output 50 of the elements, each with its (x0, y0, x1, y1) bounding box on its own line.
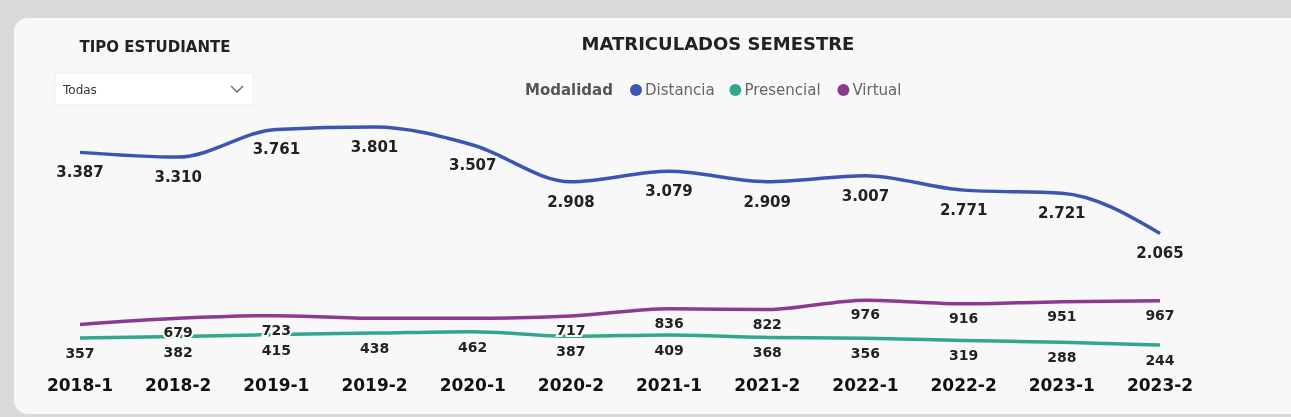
data-label: 3.007 (841, 186, 890, 205)
data-label: 916 (949, 309, 979, 326)
x-tick-label: 2018-2 (145, 375, 212, 395)
x-tick-label: 2022-2 (930, 375, 997, 395)
data-label: 951 (1047, 307, 1077, 324)
data-label: 368 (752, 344, 782, 361)
text: TIPO ESTUDIANTE (79, 38, 231, 56)
data-label: 836 (654, 314, 684, 331)
x-tick-label: 2022-1 (832, 375, 899, 395)
data-label: 438 (359, 340, 390, 357)
data-label: 822 (752, 315, 782, 332)
data-label: 3.507 (449, 156, 497, 175)
data-label: 415 (261, 341, 291, 358)
data-label: 319 (949, 347, 979, 364)
data-label: 2.771 (939, 201, 988, 220)
legend-label: Presencial (744, 80, 821, 99)
x-tick-label: 2018-1 (46, 375, 114, 395)
data-label: 717 (556, 322, 586, 339)
data-label: 2.721 (1038, 204, 1086, 223)
data-label: 3.310 (154, 168, 202, 187)
data-label: 3.801 (350, 138, 399, 156)
data-label: 2.909 (743, 192, 791, 211)
data-label: 3.387 (56, 163, 104, 182)
data-label: 3.079 (645, 182, 693, 201)
x-tick-label: 2019-1 (243, 375, 310, 395)
x-tick-label: 2021-1 (635, 375, 703, 395)
legend-label: Virtual (852, 80, 902, 99)
x-tick-label: 2021-2 (734, 375, 801, 395)
x-tick-label: 2023-1 (1028, 375, 1095, 395)
data-label: 356 (850, 345, 881, 362)
data-label: 2.908 (547, 192, 595, 211)
legend-label: Distancia (645, 80, 715, 99)
chart-title: MATRICULADOS SEMESTRE (581, 33, 855, 54)
data-label: 387 (556, 343, 586, 360)
text: Todas (62, 83, 97, 97)
data-label: 2.065 (1136, 244, 1184, 263)
legend-title: Modalidad (525, 80, 613, 99)
data-label: 357 (65, 345, 95, 362)
data-label: 244 (1145, 352, 1175, 368)
data-label: 967 (1145, 306, 1175, 323)
x-tick-label: 2020-1 (439, 375, 506, 395)
data-label: 382 (163, 343, 193, 360)
data-label: 462 (458, 338, 488, 355)
data-label: 976 (850, 306, 881, 323)
x-tick-label: 2019-2 (341, 375, 408, 395)
data-label: 288 (1047, 349, 1077, 366)
x-tick-label: 2023-2 (1126, 375, 1194, 395)
data-label: 409 (654, 341, 684, 358)
x-tick-label: 2020-2 (537, 375, 605, 395)
data-label: 3.761 (252, 140, 301, 159)
